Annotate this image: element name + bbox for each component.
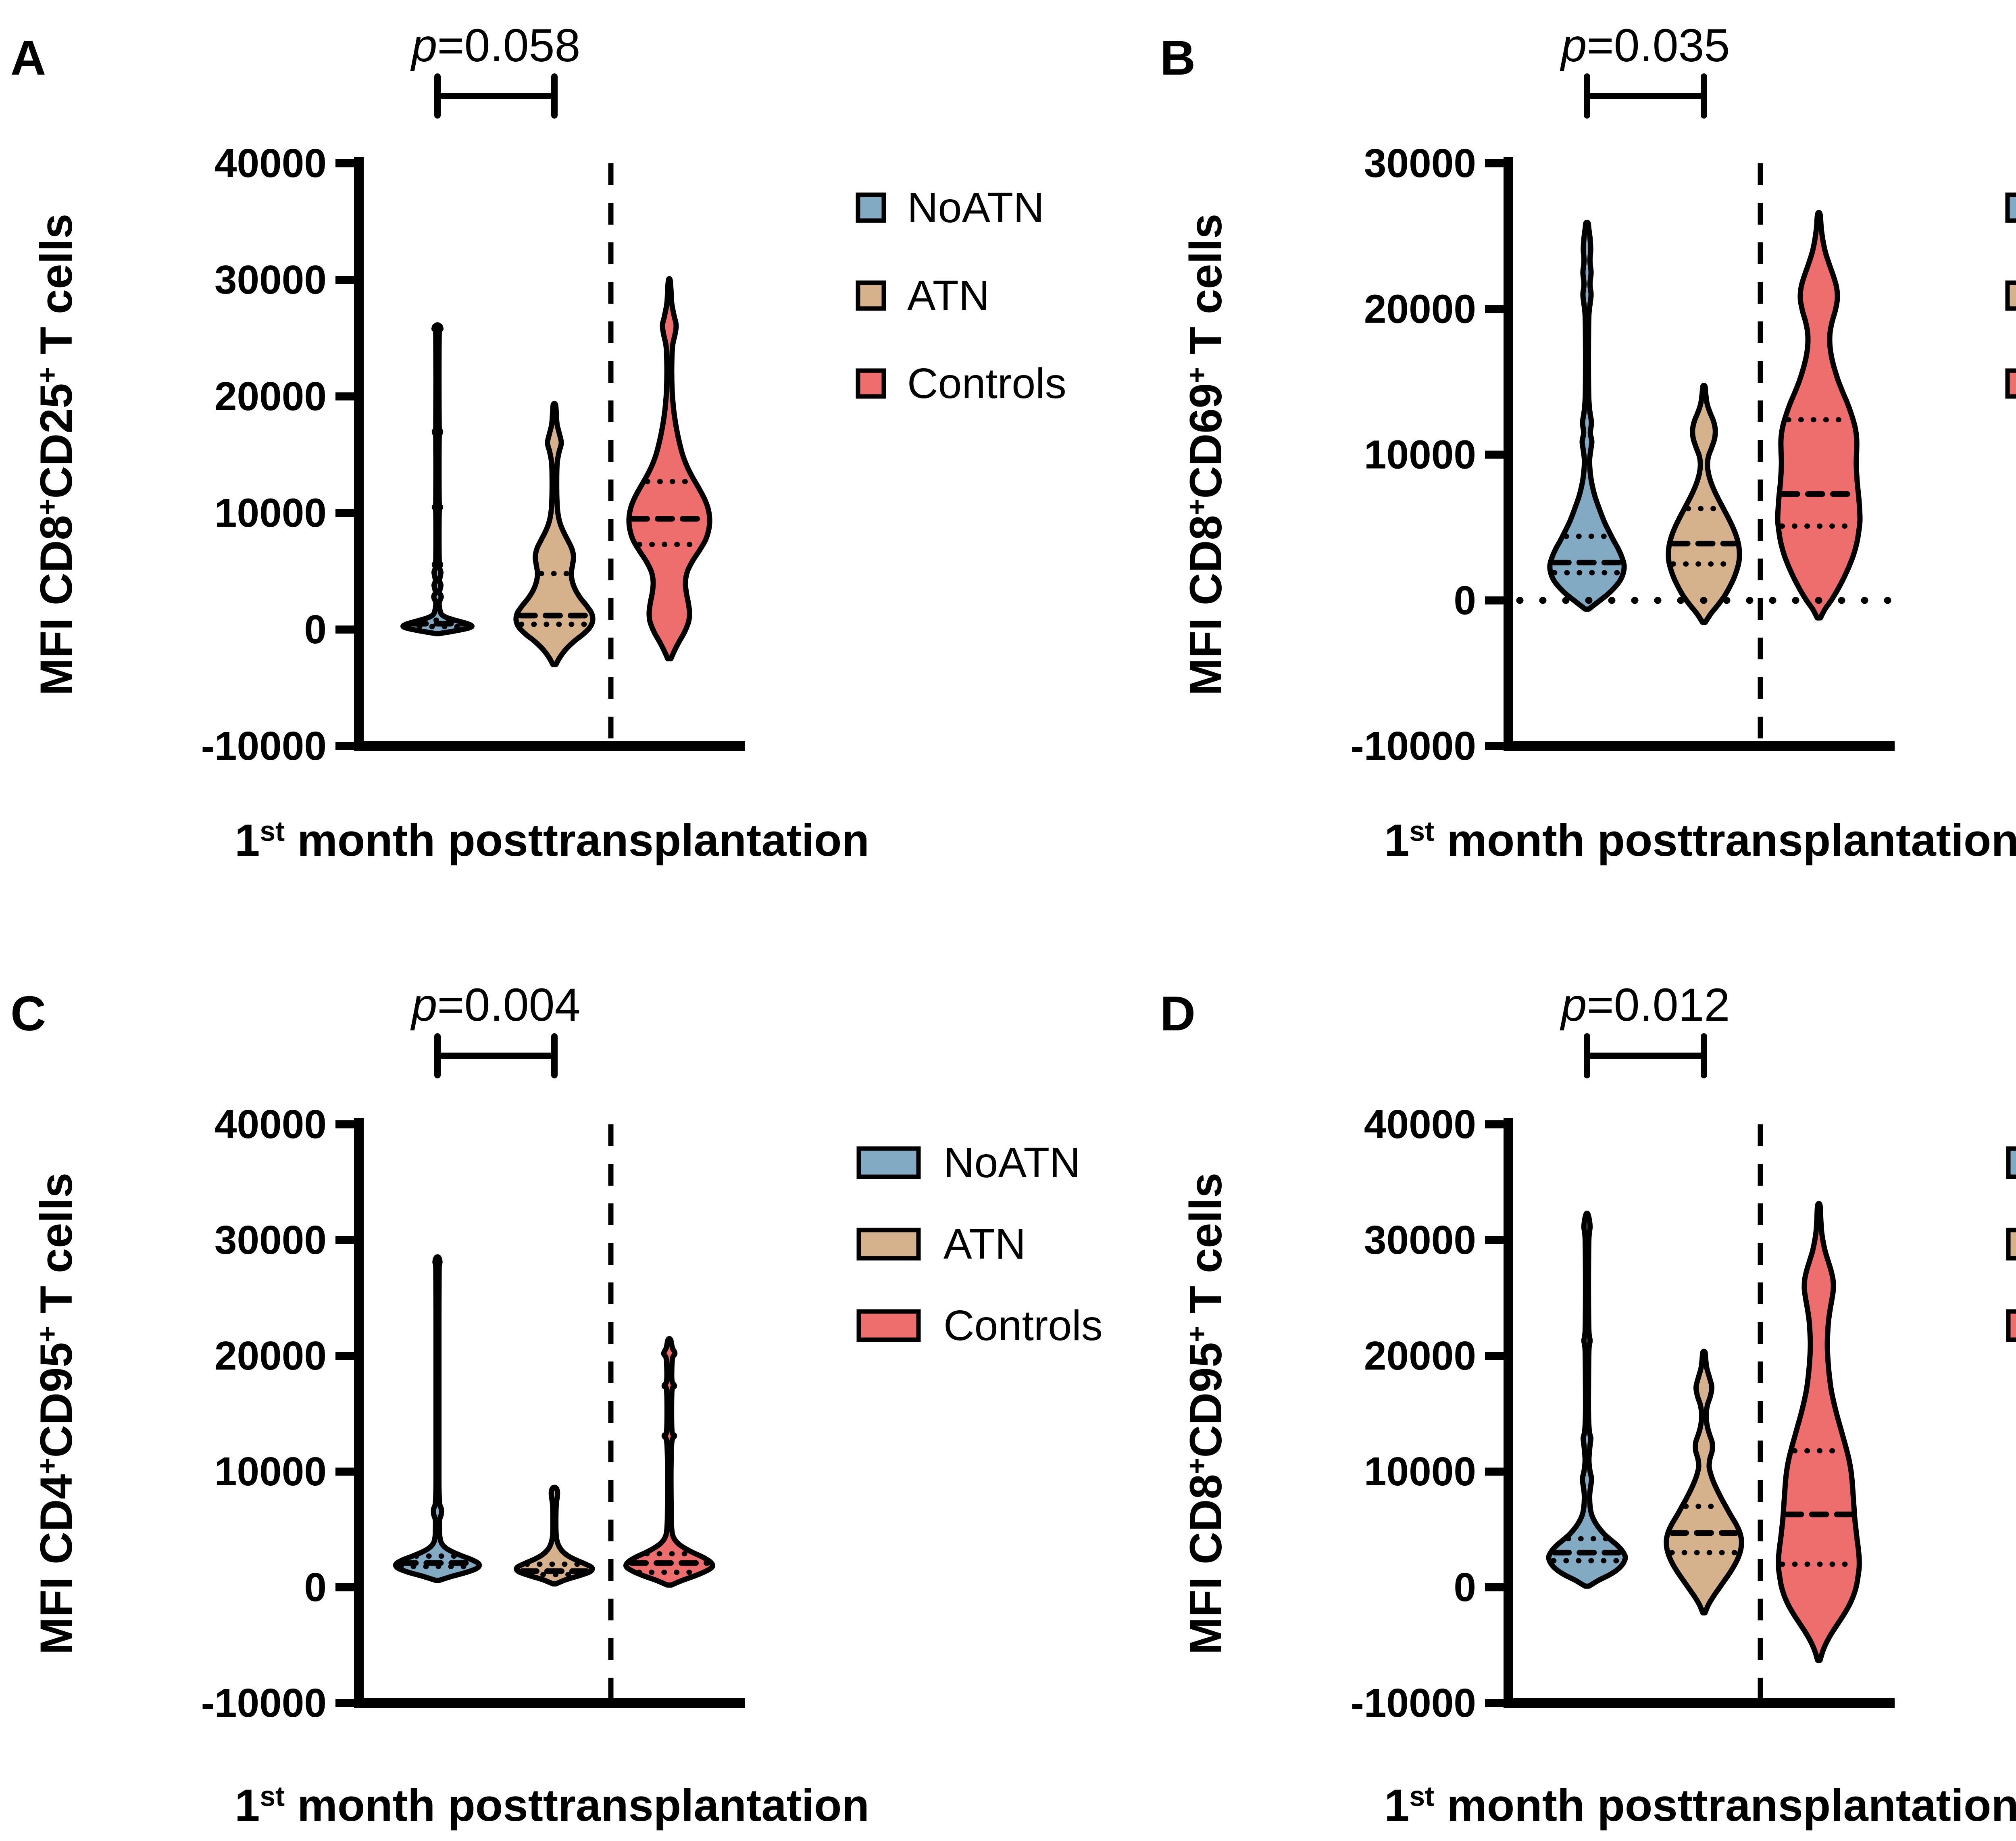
panel-b-p-value: p=0.035 bbox=[1560, 20, 1730, 71]
panel-c-violin-controls bbox=[623, 1336, 715, 1588]
panel-b-ytick-label-20000: 20000 bbox=[1364, 286, 1476, 332]
panel-a-ytick-label-0: 0 bbox=[304, 607, 327, 652]
panel-d-significance-bracket bbox=[1584, 1033, 1707, 1078]
panel-d-ytick-label-40000: 40000 bbox=[1364, 1102, 1476, 1147]
panel-b-significance-bracket bbox=[1584, 73, 1707, 119]
panel-c-legend-item-noatn-label: NoATN bbox=[943, 1139, 1081, 1186]
panel-d-letter: D bbox=[1160, 986, 1195, 1041]
panel-c-ytick-label-20000: 20000 bbox=[215, 1333, 327, 1378]
panel-b-x-axis-label: 1st month posttransplantation bbox=[1384, 815, 2016, 865]
panel-a-letter: A bbox=[10, 30, 46, 85]
panel-c-ytick-label-30000: 30000 bbox=[215, 1218, 327, 1263]
panel-b-violin-noatn bbox=[1547, 219, 1627, 612]
panel-a-legend-item-atn-label: ATN bbox=[907, 272, 989, 319]
panel-c-legend-item-controls-label: Controls bbox=[943, 1302, 1103, 1349]
panel-d-ytick-label-30000: 30000 bbox=[1364, 1218, 1476, 1263]
panel-d-ytick-label--10000: -10000 bbox=[1351, 1680, 1476, 1726]
panel-a-legend-item-noatn-label: NoATN bbox=[907, 184, 1044, 231]
panel-c-x-axis-label: 1st month posttransplantation bbox=[235, 1780, 869, 1831]
panel-c-violin-noatn bbox=[393, 1254, 482, 1583]
panel-b-letter: B bbox=[1160, 30, 1195, 85]
panel-c-letter: C bbox=[10, 986, 46, 1041]
panel-a-p-value: p=0.058 bbox=[410, 20, 581, 71]
panel-d-violin-noatn bbox=[1546, 1211, 1628, 1589]
panel-c-ytick-label-40000: 40000 bbox=[215, 1102, 327, 1147]
panel-c-y-axis-label: MFI CD4+CD95+ T cells bbox=[31, 1173, 81, 1655]
panel-c-ytick-label-0: 0 bbox=[304, 1565, 327, 1610]
panel-a-legend-item-noatn-swatch bbox=[856, 192, 886, 223]
panel-a-ytick-label--10000: -10000 bbox=[201, 723, 327, 769]
panel-b-violin-atn bbox=[1666, 383, 1742, 625]
panel-a-violin-atn bbox=[513, 400, 596, 667]
panel-c-legend: NoATN ATN Controls bbox=[856, 1139, 1103, 1349]
panel-d-legend-item-atn-swatch bbox=[2006, 1228, 2016, 1261]
panel-b-ytick-label-30000: 30000 bbox=[1364, 141, 1476, 186]
panel-b-legend-item-controls-swatch bbox=[2005, 368, 2016, 399]
panel-b-legend-item-noatn-swatch bbox=[2005, 192, 2016, 223]
panel-d-violin-controls bbox=[1776, 1201, 1862, 1663]
panel-a-legend-item-atn-swatch bbox=[856, 280, 886, 311]
panel-d-legend-item-controls-swatch bbox=[2006, 1309, 2016, 1342]
panel-a-ytick-label-20000: 20000 bbox=[215, 374, 327, 419]
panel-b-violin-controls bbox=[1775, 210, 1863, 621]
panel-d-ytick-label-10000: 10000 bbox=[1364, 1449, 1476, 1494]
panel-a-violin-controls bbox=[626, 276, 712, 661]
panel-a-legend-item-controls-swatch bbox=[856, 368, 886, 399]
panel-d-y-axis-label: MFI CD8+CD95+ T cells bbox=[1181, 1173, 1231, 1655]
panel-c-significance-bracket bbox=[434, 1033, 558, 1078]
panel-a-significance-bracket bbox=[434, 73, 558, 119]
panel-b-y-axis-label: MFI CD8+CD69+ T cells bbox=[1181, 214, 1231, 696]
panel-b-legend-item-atn-swatch bbox=[2005, 280, 2016, 311]
panel-b-ytick-label-10000: 10000 bbox=[1364, 432, 1476, 477]
panel-c-legend-item-noatn-swatch bbox=[856, 1146, 921, 1179]
panel-d-ytick-label-20000: 20000 bbox=[1364, 1333, 1476, 1378]
panel-a-ytick-label-10000: 10000 bbox=[215, 490, 327, 536]
panel-d-p-value: p=0.012 bbox=[1560, 979, 1730, 1031]
panel-a-ytick-label-30000: 30000 bbox=[215, 257, 327, 302]
panel-d-violin-atn bbox=[1664, 1349, 1744, 1616]
panel-d-ytick-label-0: 0 bbox=[1454, 1565, 1476, 1610]
panel-d-x-axis-label: 1st month posttransplantation bbox=[1384, 1780, 2016, 1831]
panel-c-legend-item-controls-swatch bbox=[856, 1309, 921, 1342]
panel-c-violin-atn bbox=[514, 1484, 595, 1587]
panel-a-violin-noatn bbox=[400, 322, 475, 636]
panel-a-x-axis-label: 1st month posttransplantation bbox=[235, 815, 869, 865]
panel-c-legend-item-atn-label: ATN bbox=[943, 1220, 1026, 1268]
panel-c-ytick-label-10000: 10000 bbox=[215, 1449, 327, 1494]
panel-c-p-value: p=0.004 bbox=[410, 979, 581, 1031]
panel-b-ytick-label-0: 0 bbox=[1454, 578, 1476, 623]
panel-a-legend-item-controls-label: Controls bbox=[907, 360, 1066, 407]
panel-d-legend-item-noatn-swatch bbox=[2006, 1146, 2016, 1179]
panel-a-ytick-label-40000: 40000 bbox=[215, 141, 327, 186]
panel-b-ytick-label--10000: -10000 bbox=[1351, 723, 1476, 769]
panel-a-y-axis-label: MFI CD8+CD25+ T cells bbox=[31, 214, 81, 696]
panel-c-ytick-label--10000: -10000 bbox=[201, 1680, 327, 1726]
panel-c-legend-item-atn-swatch bbox=[856, 1228, 921, 1261]
panel-a-legend: NoATN ATN Controls bbox=[856, 184, 1066, 407]
